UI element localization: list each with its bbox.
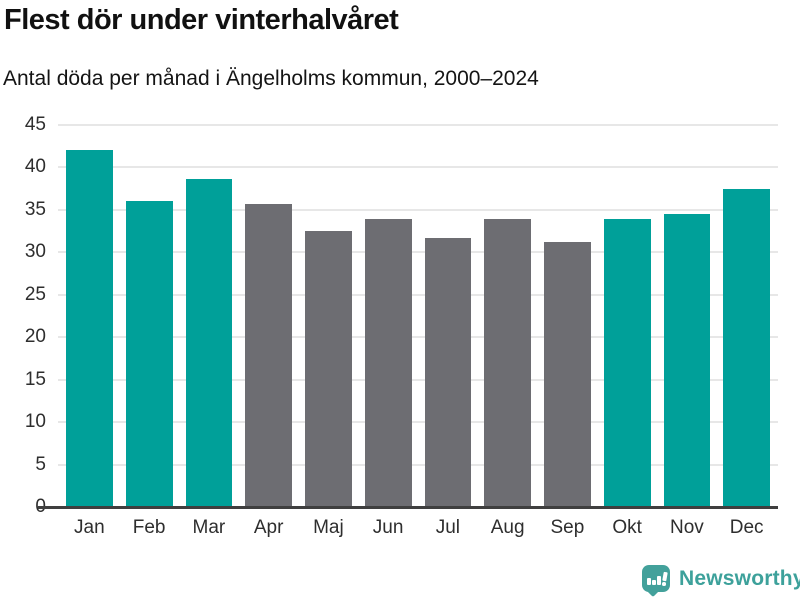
brand-label: Newsworthy: [679, 566, 800, 590]
gridline-10: [58, 421, 778, 424]
newsworthy-bar-chart-bubble-icon: [642, 565, 670, 598]
bar-dec: [723, 188, 770, 507]
bars-row: [58, 125, 778, 507]
y-tick-label-5: 5: [35, 453, 46, 475]
y-tick-label-40: 40: [24, 156, 46, 178]
x-tick-label-aug: Aug: [490, 517, 525, 538]
bar-mar: [185, 179, 233, 507]
bar-sep: [544, 242, 591, 507]
x-tick-label-jan: Jan: [74, 517, 105, 538]
bar-okt: [603, 219, 651, 507]
gridline-35: [58, 208, 778, 211]
y-tick-label-20: 20: [24, 326, 46, 348]
x-tick-label-jun: Jun: [372, 517, 404, 538]
gridline-45: [58, 124, 778, 126]
chart-subtitle: Antal döda per månad i Ängelholms kommun…: [3, 67, 539, 90]
x-axis-baseline: [38, 506, 778, 509]
gridline-15: [58, 378, 778, 381]
brand-watermark: Newsworthy: [642, 565, 800, 598]
exclamation-dot: [662, 582, 666, 586]
x-tick-label-maj: Maj: [313, 517, 344, 538]
speech-bubble-tail: [645, 582, 661, 598]
gridline-5: [58, 463, 778, 466]
x-tick-label-nov: Nov: [669, 517, 704, 538]
y-tick-label-30: 30: [24, 241, 46, 263]
y-axis-labels: 051015202530354045: [0, 114, 46, 517]
bar-jan: [66, 149, 113, 507]
exclamation-bar: [661, 571, 667, 582]
gridline-20: [58, 336, 778, 339]
y-tick-label-35: 35: [24, 198, 46, 220]
x-tick-label-apr: Apr: [253, 517, 284, 538]
y-tick-label-45: 45: [24, 114, 46, 135]
bar-apr: [245, 203, 292, 507]
y-tick-label-15: 15: [24, 368, 46, 390]
x-tick-label-okt: Okt: [612, 517, 642, 538]
gridline-30: [58, 251, 778, 254]
x-tick-label-feb: Feb: [132, 517, 166, 538]
chart-title: Flest dör under vinterhalvåret: [4, 4, 399, 36]
x-tick-label-mar: Mar: [192, 517, 226, 538]
bar-feb: [125, 200, 173, 507]
bar-jul: [424, 237, 472, 507]
gridline-25: [58, 293, 778, 296]
bar-aug: [484, 219, 531, 507]
bar-maj: [305, 231, 352, 507]
x-tick-label-dec: Dec: [729, 517, 764, 538]
bar-nov: [663, 214, 711, 507]
y-tick-label-10: 10: [24, 411, 46, 433]
plot-area: [58, 124, 778, 507]
x-tick-label-jul: Jul: [435, 517, 461, 538]
bar-jun: [364, 219, 412, 507]
gridline-40: [58, 166, 778, 169]
x-tick-label-sep: Sep: [550, 517, 585, 538]
x-axis-labels: Jan Feb Mar Apr Maj Jun Jul Aug Sep Okt Nov Dec: [58, 517, 778, 539]
y-tick-label-25: 25: [24, 283, 46, 305]
